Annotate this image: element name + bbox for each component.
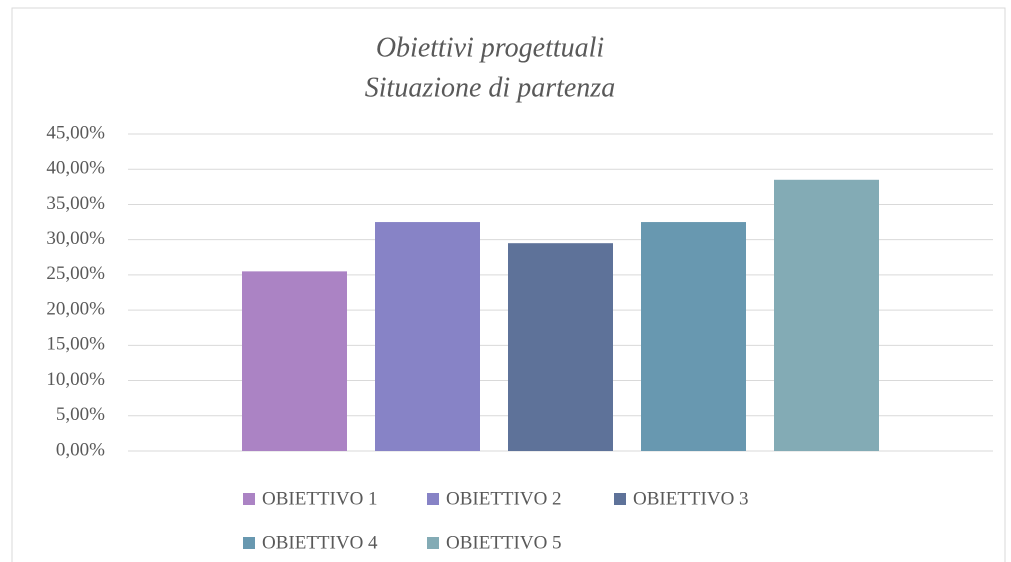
bar — [242, 271, 347, 451]
legend-label: OBIETTIVO 3 — [633, 488, 749, 509]
y-tick-label: 10,00% — [46, 369, 105, 390]
chart-border — [11, 7, 1006, 562]
legend-swatch — [243, 537, 255, 549]
legend-swatch — [614, 493, 626, 505]
legend-label: OBIETTIVO 1 — [262, 488, 378, 509]
y-tick-label: 15,00% — [46, 334, 105, 355]
legend-label: OBIETTIVO 4 — [262, 532, 378, 553]
legend-swatch — [243, 493, 255, 505]
chart-subtitle: Situazione di partenza — [365, 72, 615, 103]
y-tick-label: 0,00% — [56, 439, 105, 460]
y-tick-label: 25,00% — [46, 263, 105, 284]
y-tick-label: 40,00% — [46, 158, 105, 179]
y-tick-label: 35,00% — [46, 193, 105, 214]
legend-swatch — [427, 537, 439, 549]
legend-label: OBIETTIVO 5 — [446, 532, 562, 553]
legend-label: OBIETTIVO 2 — [446, 488, 562, 509]
bar — [774, 179, 879, 452]
chart-title: Obiettivi progettuali — [376, 32, 604, 63]
legend-swatch — [427, 493, 439, 505]
bar — [508, 243, 613, 451]
y-tick-label: 20,00% — [46, 298, 105, 319]
bar — [641, 222, 746, 451]
y-tick-label: 5,00% — [56, 404, 105, 425]
y-tick-label: 45,00% — [46, 122, 105, 143]
y-tick-label: 30,00% — [46, 228, 105, 249]
bar — [375, 222, 480, 451]
